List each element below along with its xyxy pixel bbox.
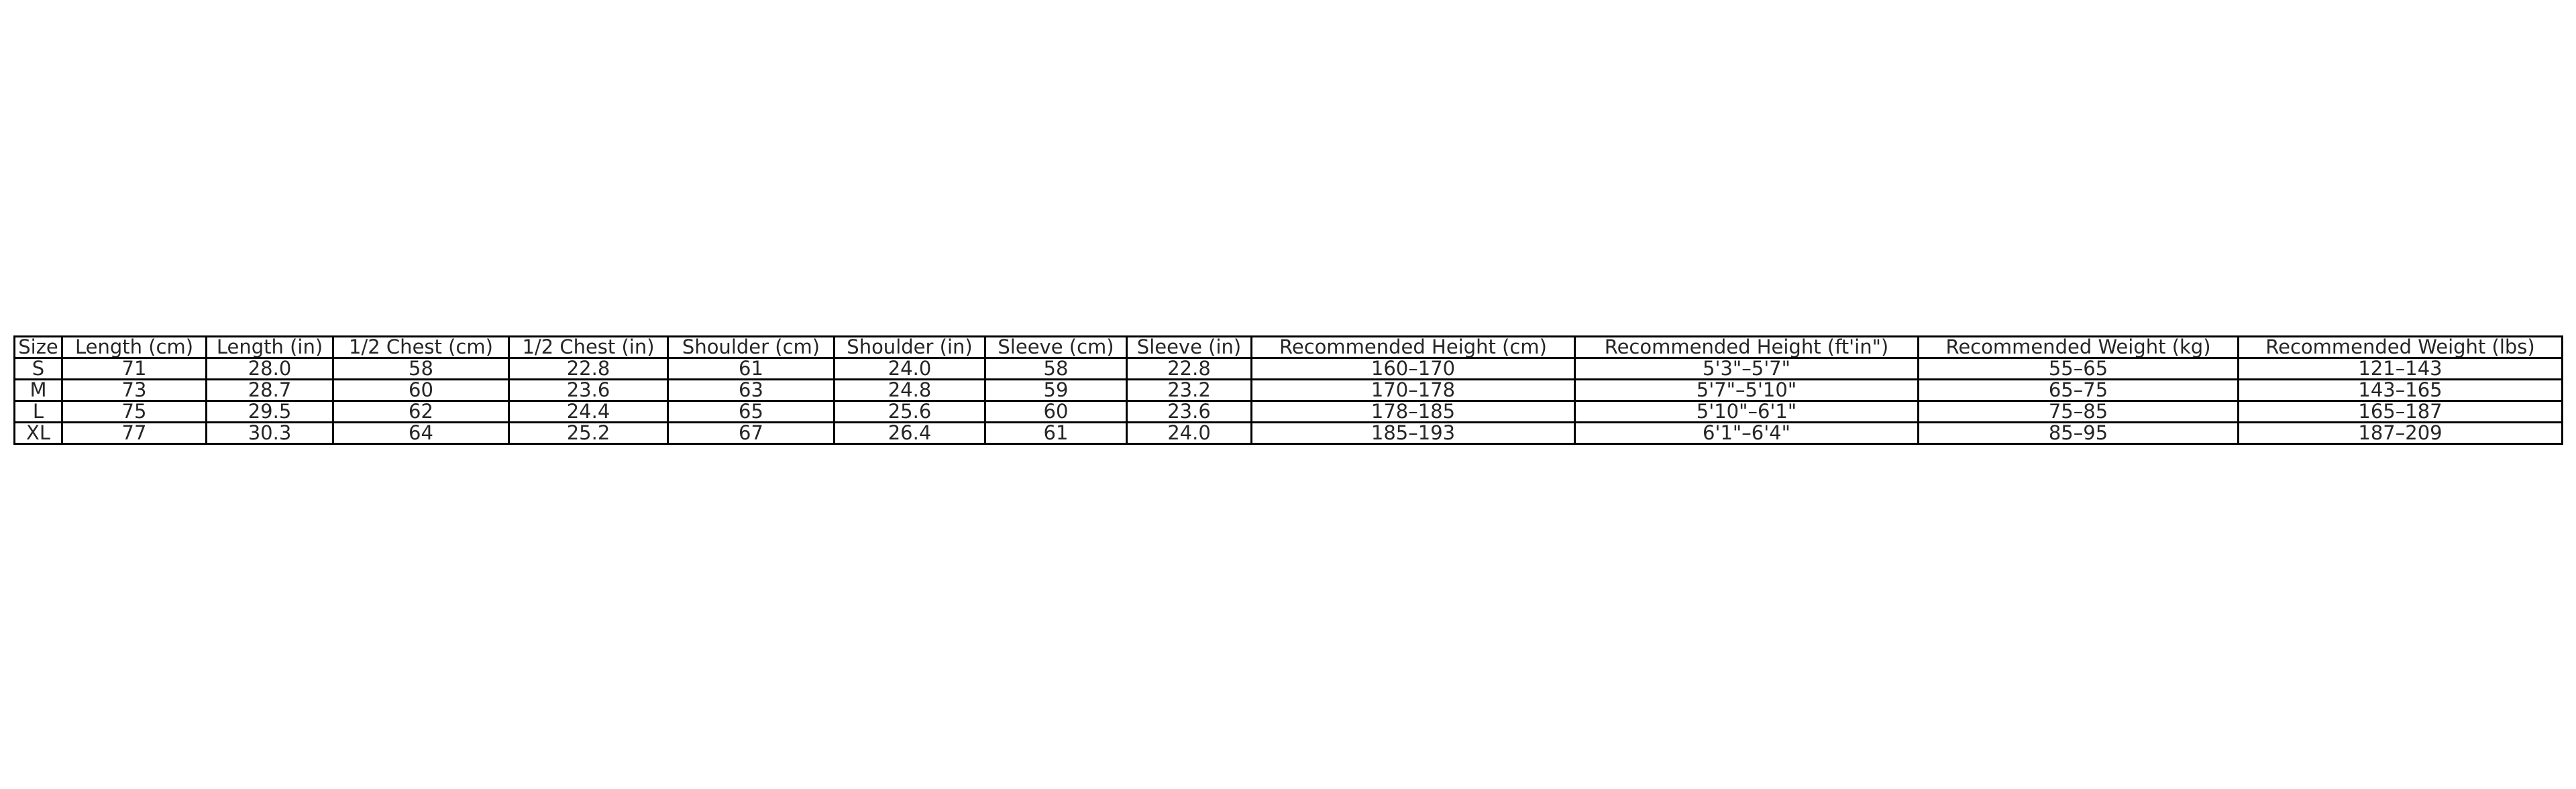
table-cell: 28.0 xyxy=(205,357,334,380)
table-cell: 85–95 xyxy=(1917,421,2239,445)
header-cell: Size xyxy=(13,335,63,359)
data-row: XL 77 30.3 64 25.2 67 26.4 61 24.0 185–193 6'1"–6'… xyxy=(13,421,2563,445)
header-cell: Length (cm) xyxy=(61,335,207,359)
table-cell: 24.0 xyxy=(833,357,986,380)
table-cell: 23.6 xyxy=(508,378,669,402)
header-cell: Recommended Height (ft'in") xyxy=(1574,335,1919,359)
table-cell: 24.4 xyxy=(508,400,669,423)
table-cell: 75 xyxy=(61,400,207,423)
table-cell: 24.0 xyxy=(1126,421,1252,445)
table-cell: 178–185 xyxy=(1250,400,1576,423)
header-cell: Sleeve (cm) xyxy=(984,335,1128,359)
table-cell: 6'1"–6'4" xyxy=(1574,421,1919,445)
table-cell: 65–75 xyxy=(1917,378,2239,402)
table-cell: 58 xyxy=(332,357,510,380)
table-cell: 75–85 xyxy=(1917,400,2239,423)
table-cell: 63 xyxy=(667,378,835,402)
size-table: Size Length (cm) Length (in) 1/2 Chest (cm)… xyxy=(13,335,2563,445)
table-cell: 67 xyxy=(667,421,835,445)
table-cell: 26.4 xyxy=(833,421,986,445)
table-cell: 185–193 xyxy=(1250,421,1576,445)
table-cell: 64 xyxy=(332,421,510,445)
table-cell: XL xyxy=(13,421,63,445)
table-cell: 22.8 xyxy=(508,357,669,380)
data-row: S 71 28.0 58 22.8 61 24.0 58 22.8 160–170 5'3"–5'7… xyxy=(13,357,2563,380)
table-cell: 61 xyxy=(667,357,835,380)
table-cell: 5'7"–5'10" xyxy=(1574,378,1919,402)
table-cell: 71 xyxy=(61,357,207,380)
table-cell: L xyxy=(13,400,63,423)
header-row: Size Length (cm) Length (in) 1/2 Chest (cm)… xyxy=(13,335,2563,359)
table-cell: 77 xyxy=(61,421,207,445)
table-cell: 5'10"–6'1" xyxy=(1574,400,1919,423)
header-cell: Length (in) xyxy=(205,335,334,359)
data-row: L 75 29.5 62 24.4 65 25.6 60 23.6 178–185 5'10"–6'… xyxy=(13,400,2563,423)
header-cell: Recommended Weight (kg) xyxy=(1917,335,2239,359)
table-cell: 170–178 xyxy=(1250,378,1576,402)
table-cell: 24.8 xyxy=(833,378,986,402)
table-cell: 25.6 xyxy=(833,400,986,423)
table-cell: 23.2 xyxy=(1126,378,1252,402)
table-cell: 59 xyxy=(984,378,1128,402)
header-cell: 1/2 Chest (in) xyxy=(508,335,669,359)
table-cell: 165–187 xyxy=(2237,400,2563,423)
table-cell: 65 xyxy=(667,400,835,423)
table-cell: 5'3"–5'7" xyxy=(1574,357,1919,380)
header-cell: 1/2 Chest (cm) xyxy=(332,335,510,359)
table-cell: 29.5 xyxy=(205,400,334,423)
table-cell: 160–170 xyxy=(1250,357,1576,380)
table-cell: 28.7 xyxy=(205,378,334,402)
table-cell: M xyxy=(13,378,63,402)
table-cell: 121–143 xyxy=(2237,357,2563,380)
table-cell: 187–209 xyxy=(2237,421,2563,445)
data-row: M 73 28.7 60 23.6 63 24.8 59 23.2 170–178 5'7"–5'1… xyxy=(13,378,2563,402)
table-cell: 60 xyxy=(984,400,1128,423)
table-cell: 25.2 xyxy=(508,421,669,445)
table-cell: 22.8 xyxy=(1126,357,1252,380)
table-cell: 62 xyxy=(332,400,510,423)
header-cell: Recommended Height (cm) xyxy=(1250,335,1576,359)
table-cell: 23.6 xyxy=(1126,400,1252,423)
header-cell: Sleeve (in) xyxy=(1126,335,1252,359)
header-cell: Shoulder (in) xyxy=(833,335,986,359)
table-cell: 55–65 xyxy=(1917,357,2239,380)
table-cell: 73 xyxy=(61,378,207,402)
table-cell: 60 xyxy=(332,378,510,402)
header-cell: Shoulder (cm) xyxy=(667,335,835,359)
table-cell: 30.3 xyxy=(205,421,334,445)
table-cell: 61 xyxy=(984,421,1128,445)
header-cell: Recommended Weight (lbs) xyxy=(2237,335,2563,359)
table-cell: 58 xyxy=(984,357,1128,380)
table-cell: 143–165 xyxy=(2237,378,2563,402)
table-cell: S xyxy=(13,357,63,380)
